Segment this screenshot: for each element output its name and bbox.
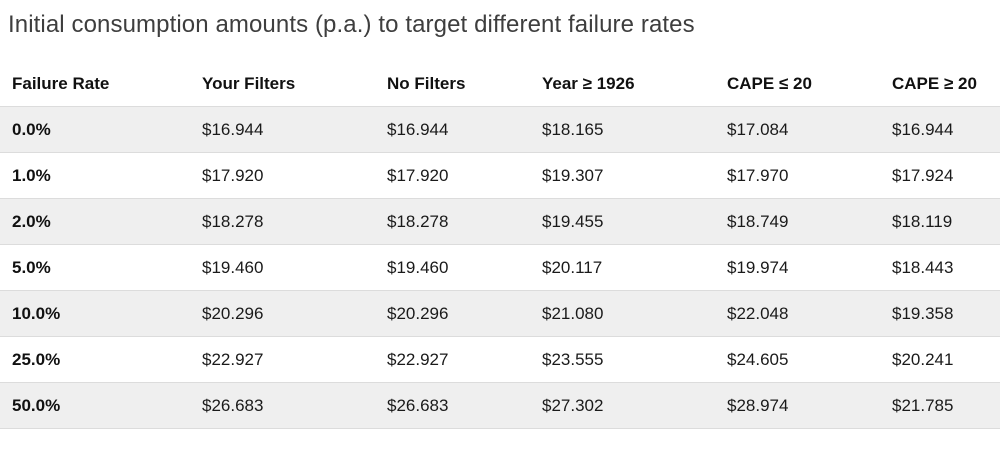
amount-cell: $19.460 — [190, 244, 375, 291]
failure-rate-cell: 25.0% — [0, 336, 190, 383]
table-row: 10.0% $20.296 $20.296 $21.080 $22.048 $19.358 — [0, 290, 1000, 337]
failure-rate-cell: 1.0% — [0, 152, 190, 199]
amount-cell: $18.443 — [880, 244, 1000, 291]
amount-cell: $19.460 — [375, 244, 530, 291]
column-header: No Filters — [375, 64, 530, 107]
table-header-row: Failure Rate Your Filters No Filters Year ≥… — [0, 64, 1000, 107]
amount-cell: $26.683 — [375, 382, 530, 429]
failure-rate-cell: 0.0% — [0, 106, 190, 153]
amount-cell: $17.920 — [190, 152, 375, 199]
amount-cell: $21.080 — [530, 290, 715, 337]
amount-cell: $22.048 — [715, 290, 880, 337]
column-header: Year ≥ 1926 — [530, 64, 715, 107]
table-row: 50.0% $26.683 $26.683 $27.302 $28.974 $21.785 — [0, 382, 1000, 429]
amount-cell: $18.749 — [715, 198, 880, 245]
amount-cell: $22.927 — [375, 336, 530, 383]
amount-cell: $19.358 — [880, 290, 1000, 337]
failure-rate-cell: 2.0% — [0, 198, 190, 245]
table-row: 1.0% $17.920 $17.920 $19.307 $17.970 $17.924 — [0, 152, 1000, 199]
amount-cell: $20.296 — [190, 290, 375, 337]
amount-cell: $17.970 — [715, 152, 880, 199]
column-header: Failure Rate — [0, 64, 190, 107]
amount-cell: $18.119 — [880, 198, 1000, 245]
failure-rate-table: Failure Rate Your Filters No Filters Year ≥… — [0, 64, 1000, 429]
amount-cell: $17.084 — [715, 106, 880, 153]
amount-cell: $16.944 — [190, 106, 375, 153]
amount-cell: $16.944 — [880, 106, 1000, 153]
failure-rate-cell: 5.0% — [0, 244, 190, 291]
amount-cell: $24.605 — [715, 336, 880, 383]
amount-cell: $23.555 — [530, 336, 715, 383]
table-row: 25.0% $22.927 $22.927 $23.555 $24.605 $20.241 — [0, 336, 1000, 383]
column-header: CAPE ≥ 20 — [880, 64, 1000, 107]
amount-cell: $20.117 — [530, 244, 715, 291]
failure-rate-cell: 50.0% — [0, 382, 190, 429]
amount-cell: $17.920 — [375, 152, 530, 199]
amount-cell: $18.278 — [375, 198, 530, 245]
amount-cell: $20.241 — [880, 336, 1000, 383]
amount-cell: $27.302 — [530, 382, 715, 429]
column-header: CAPE ≤ 20 — [715, 64, 880, 107]
amount-cell: $21.785 — [880, 382, 1000, 429]
amount-cell: $16.944 — [375, 106, 530, 153]
page-title: Initial consumption amounts (p.a.) to ta… — [8, 11, 695, 38]
amount-cell: $22.927 — [190, 336, 375, 383]
table-row: 2.0% $18.278 $18.278 $19.455 $18.749 $18.119 — [0, 198, 1000, 245]
amount-cell: $18.165 — [530, 106, 715, 153]
amount-cell: $28.974 — [715, 382, 880, 429]
amount-cell: $18.278 — [190, 198, 375, 245]
column-header: Your Filters — [190, 64, 375, 107]
amount-cell: $20.296 — [375, 290, 530, 337]
table-row: 0.0% $16.944 $16.944 $18.165 $17.084 $16.944 — [0, 106, 1000, 153]
amount-cell: $19.455 — [530, 198, 715, 245]
table-row: 5.0% $19.460 $19.460 $20.117 $19.974 $18.443 — [0, 244, 1000, 291]
failure-rate-cell: 10.0% — [0, 290, 190, 337]
amount-cell: $17.924 — [880, 152, 1000, 199]
amount-cell: $19.974 — [715, 244, 880, 291]
amount-cell: $26.683 — [190, 382, 375, 429]
amount-cell: $19.307 — [530, 152, 715, 199]
